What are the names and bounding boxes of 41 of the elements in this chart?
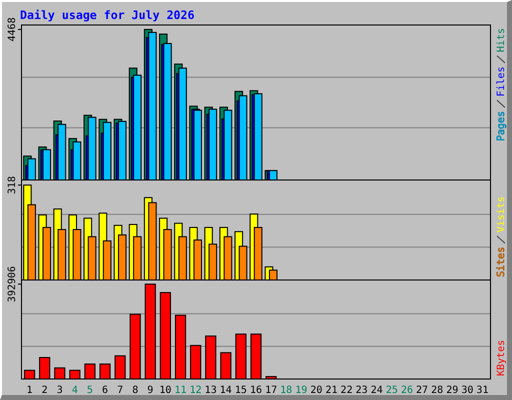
x-tick-label: 17	[265, 385, 278, 396]
x-tick-label: 23	[356, 385, 368, 396]
x-tick-label: 22	[340, 385, 353, 396]
x-tick-label: 27	[416, 385, 428, 396]
y-tick-label: 318	[7, 176, 18, 194]
x-tick-label: 11	[174, 385, 187, 396]
text: Pages	[496, 111, 507, 142]
chart-title: Daily usage for July 2026	[20, 8, 195, 22]
x-tick-label: 30	[461, 385, 474, 396]
y-tick-label: 392906	[7, 266, 18, 302]
x-tick-label: 16	[250, 385, 262, 396]
x-tick-label: 29	[446, 385, 458, 396]
text: KBytes	[496, 340, 507, 376]
x-tick-label: 31	[476, 385, 488, 396]
x-tick-label: 24	[370, 385, 383, 396]
x-tick-label: 6	[102, 385, 108, 396]
text: Files	[496, 66, 507, 97]
text: Hits	[496, 28, 507, 52]
x-tick-label: 12	[190, 385, 202, 396]
x-tick-label: 2	[42, 385, 48, 396]
x-tick-label: 19	[295, 385, 308, 396]
text: Sites	[496, 246, 507, 277]
x-tick-label: 21	[325, 385, 338, 396]
x-tick-label: 25	[386, 385, 398, 396]
x-tick-label: 26	[400, 385, 413, 396]
y-tick-label: 4468	[7, 17, 18, 42]
x-tick-label: 20	[310, 385, 322, 396]
x-tick-label: 14	[220, 385, 232, 396]
x-tick-label: 18	[280, 385, 292, 396]
x-tick-label: 15	[234, 385, 247, 396]
x-tick-label: 10	[159, 385, 172, 396]
x-tick-label: 1	[26, 385, 33, 396]
x-tick-label: 4	[72, 385, 78, 396]
x-tick-label: 28	[431, 385, 444, 396]
x-tick-label: 8	[132, 385, 138, 396]
x-tick-label: 5	[86, 385, 93, 396]
x-tick-label: 13	[204, 385, 217, 396]
x-tick-label: 3	[56, 385, 63, 396]
x-tick-label: 9	[147, 385, 154, 396]
x-tick-label: 7	[117, 385, 124, 396]
text: Visits	[496, 196, 507, 232]
